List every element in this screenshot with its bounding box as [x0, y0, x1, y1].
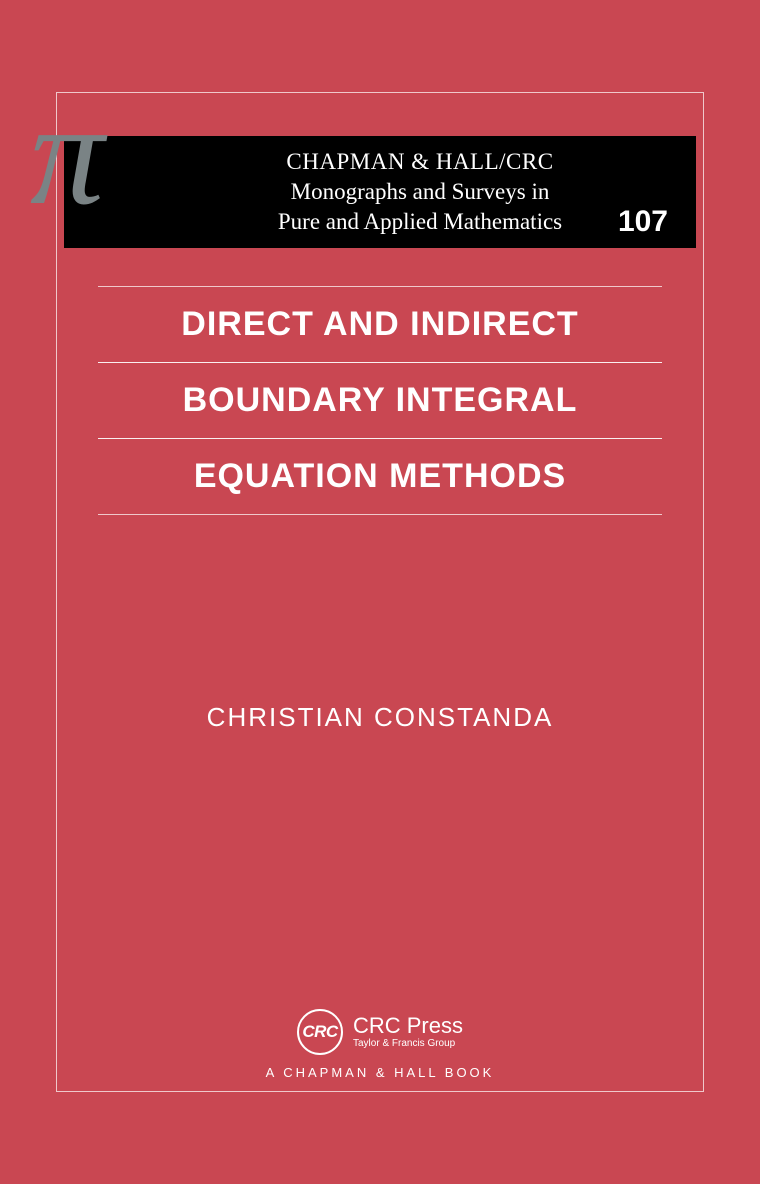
- crc-logo-row: CRC CRC Press Taylor & Francis Group: [56, 1009, 704, 1055]
- publisher-footer: CRC CRC Press Taylor & Francis Group A C…: [56, 1009, 704, 1080]
- title-text-1: DIRECT AND INDIRECT: [181, 305, 578, 343]
- series-name-line1: Monographs and Surveys in: [184, 177, 656, 207]
- imprint-label: A CHAPMAN & HALL BOOK: [56, 1065, 704, 1080]
- title-text-2: BOUNDARY INTEGRAL: [183, 381, 578, 419]
- author-name: CHRISTIAN CONSTANDA: [56, 702, 704, 733]
- title-text-3: EQUATION METHODS: [194, 457, 566, 495]
- title-line-1: DIRECT AND INDIRECT: [98, 286, 662, 363]
- pi-icon: π: [30, 80, 104, 228]
- title-line-3: EQUATION METHODS: [98, 438, 662, 515]
- title-line-2: BOUNDARY INTEGRAL: [98, 362, 662, 439]
- crc-group-label: Taylor & Francis Group: [353, 1037, 463, 1050]
- series-publisher: CHAPMAN & HALL/CRC: [184, 147, 656, 177]
- crc-text-column: CRC Press Taylor & Francis Group: [353, 1015, 463, 1050]
- series-name-line2: Pure and Applied Mathematics: [278, 209, 562, 234]
- crc-press-label: CRC Press: [353, 1015, 463, 1037]
- book-title: DIRECT AND INDIRECT BOUNDARY INTEGRAL EQ…: [98, 286, 662, 514]
- volume-number: 107: [618, 205, 668, 239]
- crc-logo-icon: CRC: [297, 1009, 343, 1055]
- series-header: CHAPMAN & HALL/CRC Monographs and Survey…: [64, 136, 696, 248]
- series-text-block: CHAPMAN & HALL/CRC Monographs and Survey…: [64, 147, 696, 237]
